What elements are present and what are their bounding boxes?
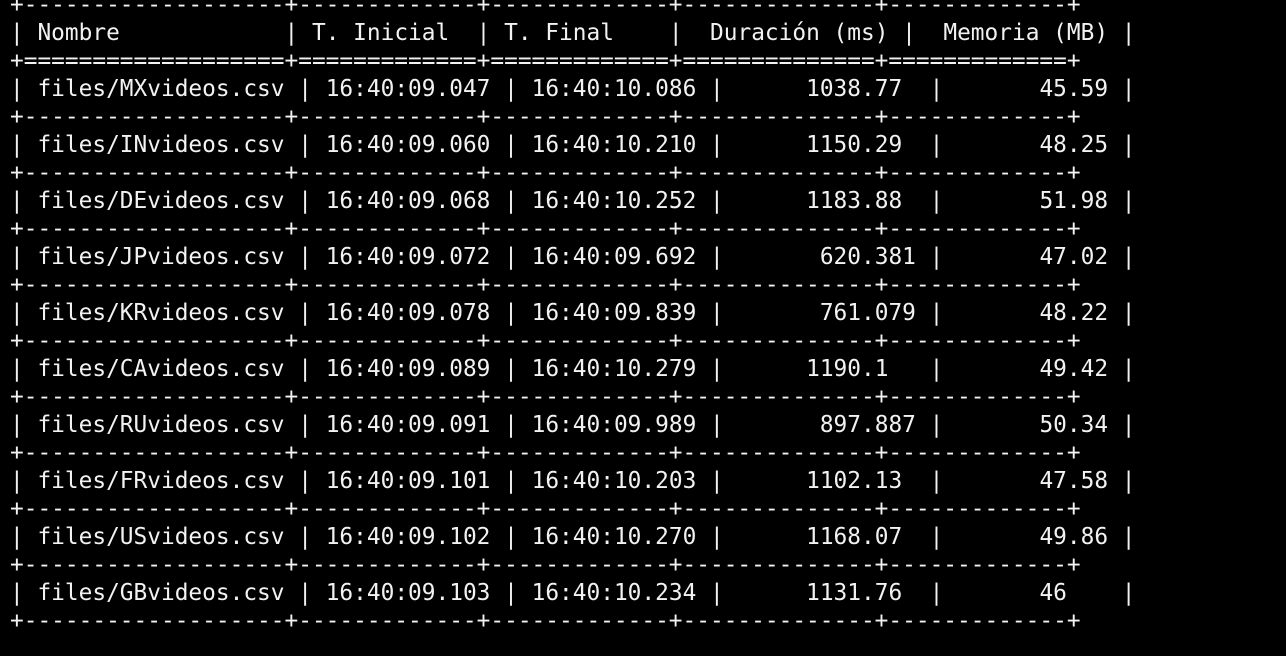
- terminal-output: +-------------------+-------------+-----…: [10, 0, 1136, 635]
- cell-t-final: 16:40:10.252: [531, 188, 697, 214]
- cell-memoria: 45.59: [1039, 76, 1109, 102]
- cell-t-inicial: 16:40:09.047: [325, 76, 491, 102]
- table-row: | files/GBvideos.csv | 16:40:09.103 | 16…: [10, 580, 1136, 606]
- cell-t-final: 16:40:09.839: [531, 300, 697, 326]
- cell-memoria: 48.22: [1039, 300, 1109, 326]
- table-row: | files/USvideos.csv | 16:40:09.102 | 16…: [10, 524, 1136, 550]
- cell-duracion: 1102.13: [806, 468, 903, 494]
- cell-t-inicial: 16:40:09.060: [325, 132, 491, 158]
- table-border: +-------------------+-------------+-----…: [10, 328, 1081, 354]
- table-row: | files/CAvideos.csv | 16:40:09.089 | 16…: [10, 356, 1136, 382]
- cell-nombre: files/MXvideos.csv: [37, 76, 285, 102]
- table-border: +-------------------+-------------+-----…: [10, 216, 1081, 242]
- cell-t-inicial: 16:40:09.078: [325, 300, 491, 326]
- table-border: +-------------------+-------------+-----…: [10, 496, 1081, 522]
- cell-t-final: 16:40:09.989: [531, 412, 697, 438]
- cell-t-final: 16:40:10.210: [531, 132, 697, 158]
- header-memoria: Memoria (MB): [943, 20, 1109, 46]
- cell-memoria: 47.02: [1039, 244, 1109, 270]
- cell-duracion: 1038.77: [806, 76, 903, 102]
- table-row: | files/INvideos.csv | 16:40:09.060 | 16…: [10, 132, 1136, 158]
- cell-t-inicial: 16:40:09.072: [325, 244, 491, 270]
- cell-nombre: files/FRvideos.csv: [37, 468, 285, 494]
- cell-nombre: files/GBvideos.csv: [37, 580, 285, 606]
- cell-memoria: 47.58: [1039, 468, 1109, 494]
- cell-memoria: 50.34: [1039, 412, 1109, 438]
- table-row: | files/JPvideos.csv | 16:40:09.072 | 16…: [10, 244, 1136, 270]
- cell-t-final: 16:40:09.692: [531, 244, 697, 270]
- table-row: | files/MXvideos.csv | 16:40:09.047 | 16…: [10, 76, 1136, 102]
- cell-memoria: 48.25: [1039, 132, 1109, 158]
- cell-duracion: 761.079: [819, 300, 916, 326]
- cell-t-inicial: 16:40:09.091: [325, 412, 491, 438]
- table-border: +-------------------+-------------+-----…: [10, 0, 1081, 18]
- cell-memoria: 49.86: [1039, 524, 1109, 550]
- header-nombre: Nombre: [37, 20, 120, 46]
- cell-memoria: 51.98: [1039, 188, 1109, 214]
- table-border: +-------------------+-------------+-----…: [10, 440, 1081, 466]
- cell-t-inicial: 16:40:09.102: [325, 524, 491, 550]
- cell-duracion: 1150.29: [806, 132, 903, 158]
- table-row: | files/FRvideos.csv | 16:40:09.101 | 16…: [10, 468, 1136, 494]
- table-border: +-------------------+-------------+-----…: [10, 552, 1081, 578]
- cell-t-final: 16:40:10.234: [531, 580, 697, 606]
- table-border: +-------------------+-------------+-----…: [10, 160, 1081, 186]
- table-border: +-------------------+-------------+-----…: [10, 608, 1081, 634]
- cell-duracion: 620.381: [819, 244, 916, 270]
- cell-nombre: files/JPvideos.csv: [37, 244, 285, 270]
- table-border: +-------------------+-------------+-----…: [10, 104, 1081, 130]
- cell-nombre: files/DEvideos.csv: [37, 188, 285, 214]
- cell-t-final: 16:40:10.270: [531, 524, 697, 550]
- cell-duracion: 1131.76: [806, 580, 903, 606]
- header-duracion: Duración (ms): [710, 20, 889, 46]
- cell-t-final: 16:40:10.203: [531, 468, 697, 494]
- table-row: | files/DEvideos.csv | 16:40:09.068 | 16…: [10, 188, 1136, 214]
- cell-t-final: 16:40:10.279: [531, 356, 697, 382]
- cell-duracion: 897.887: [819, 412, 916, 438]
- table-header-separator: +===================+=============+=====…: [10, 48, 1081, 74]
- table-header-row: | Nombre | T. Inicial | T. Final | Durac…: [10, 20, 1136, 46]
- table-row: | files/KRvideos.csv | 16:40:09.078 | 16…: [10, 300, 1136, 326]
- cell-t-final: 16:40:10.086: [531, 76, 697, 102]
- cell-t-inicial: 16:40:09.068: [325, 188, 491, 214]
- cell-duracion: 1183.88: [806, 188, 903, 214]
- cell-duracion: 1168.07: [806, 524, 903, 550]
- cell-nombre: files/CAvideos.csv: [37, 356, 285, 382]
- table-border: +-------------------+-------------+-----…: [10, 384, 1081, 410]
- cell-nombre: files/INvideos.csv: [37, 132, 285, 158]
- cell-memoria: 49.42: [1039, 356, 1109, 382]
- cell-t-inicial: 16:40:09.101: [325, 468, 491, 494]
- cell-duracion: 1190.1: [806, 356, 889, 382]
- cell-nombre: files/USvideos.csv: [37, 524, 285, 550]
- table-border: +-------------------+-------------+-----…: [10, 272, 1081, 298]
- cell-t-inicial: 16:40:09.089: [325, 356, 491, 382]
- header-t-inicial: T. Inicial: [311, 20, 450, 46]
- cell-memoria: 46: [1039, 580, 1067, 606]
- cell-nombre: files/RUvideos.csv: [37, 412, 285, 438]
- cell-t-inicial: 16:40:09.103: [325, 580, 491, 606]
- header-t-final: T. Final: [504, 20, 614, 46]
- cell-nombre: files/KRvideos.csv: [37, 300, 285, 326]
- table-row: | files/RUvideos.csv | 16:40:09.091 | 16…: [10, 412, 1136, 438]
